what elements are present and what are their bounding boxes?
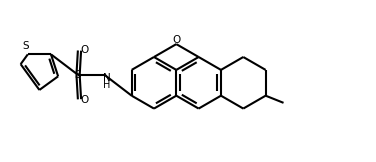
Text: O: O — [80, 95, 89, 105]
Text: N: N — [103, 74, 111, 83]
Text: S: S — [74, 70, 81, 80]
Text: O: O — [80, 45, 89, 55]
Text: O: O — [172, 35, 180, 45]
Text: H: H — [103, 80, 111, 90]
Text: S: S — [23, 41, 29, 51]
